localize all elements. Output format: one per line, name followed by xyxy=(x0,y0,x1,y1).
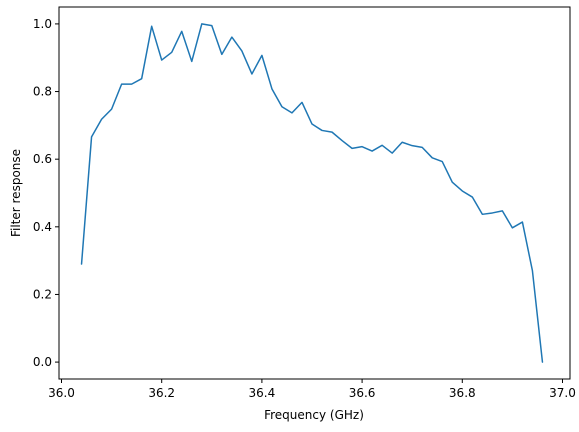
x-tick-label: 36.2 xyxy=(148,386,175,400)
y-tick-label: 1.0 xyxy=(33,17,52,31)
y-tick-label: 0.2 xyxy=(33,287,52,301)
series-line xyxy=(80,23,544,363)
y-tick-label: 0.6 xyxy=(33,152,52,166)
y-tick-label: 0.4 xyxy=(33,220,52,234)
x-axis-label: Frequency (GHz) xyxy=(264,408,364,422)
x-tick-label: 36.0 xyxy=(48,386,75,400)
y-axis-label: Filter response xyxy=(9,149,23,237)
y-tick-label: 0.0 xyxy=(33,355,52,369)
x-tick-label: 37.0 xyxy=(549,386,576,400)
y-axis: 0.0 0.2 0.4 0.6 0.8 1.0 xyxy=(33,17,59,369)
x-tick-label: 36.8 xyxy=(449,386,476,400)
plot-area xyxy=(58,6,571,380)
x-tick-label: 36.6 xyxy=(349,386,376,400)
x-axis: 36.0 36.2 36.4 36.6 36.8 37.0 xyxy=(48,379,576,400)
y-tick-label: 0.8 xyxy=(33,85,52,99)
x-tick-label: 36.4 xyxy=(249,386,276,400)
